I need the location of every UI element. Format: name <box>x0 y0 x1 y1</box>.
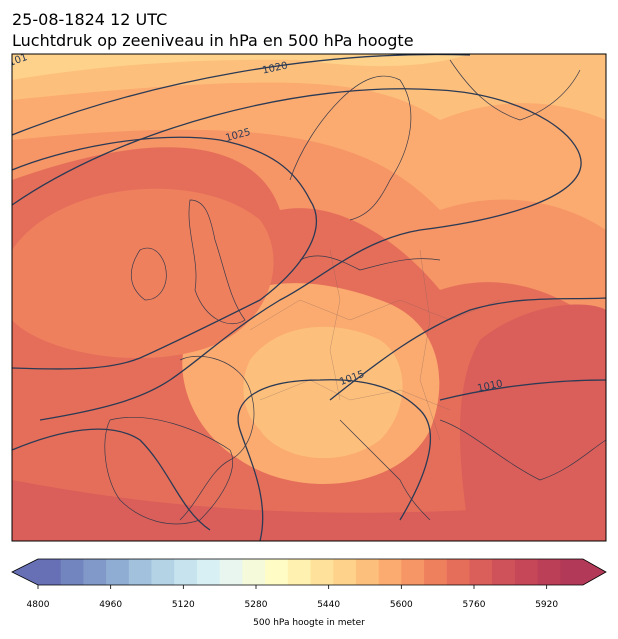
colorbar-tick-label: 4800 <box>27 600 50 610</box>
colorbar-extend <box>12 559 38 585</box>
colorbar-segment <box>151 559 175 585</box>
colorbar-segment <box>174 559 198 585</box>
contour-label: 1020 <box>262 60 289 76</box>
colorbar-tick-label: 5120 <box>172 600 195 610</box>
colorbar-segment <box>355 559 380 585</box>
colorbar-segment <box>106 559 130 585</box>
colorbar-tick-label: 4960 <box>99 600 122 610</box>
colorbar: 4800 4960 5120 5280 5440 5600 5760 5920 <box>11 558 607 610</box>
map-frame <box>11 53 607 542</box>
colorbar-segment <box>60 559 84 585</box>
colorbar-segment <box>469 559 493 585</box>
isobars <box>12 54 606 541</box>
contour-label: 1010 <box>477 378 504 394</box>
colorbar-segment <box>128 559 153 585</box>
colorbar-segment <box>560 559 584 585</box>
colorbar-segment <box>265 559 289 585</box>
colorbar-segment <box>424 559 448 585</box>
colorbar-tick-label: 5920 <box>535 600 558 610</box>
colorbar-segment <box>83 559 107 585</box>
colorbar-outline <box>11 558 607 586</box>
colorbar-segment <box>333 559 357 585</box>
colorbar-tick-label: 5760 <box>463 600 486 610</box>
colorbar-segment <box>401 559 425 585</box>
colorbar-tick-label: 5440 <box>317 600 340 610</box>
colorbar-segment <box>38 559 62 585</box>
colorbar-segment <box>310 559 334 585</box>
colorbar-segment <box>196 559 221 585</box>
colorbar-segment <box>446 559 470 585</box>
colorbar-tick-label: 5600 <box>390 600 413 610</box>
title-line: 25-08-1824 12 UTC <box>12 10 167 29</box>
coastlines <box>104 59 606 525</box>
colorbar-segment <box>492 559 516 585</box>
borders <box>249 249 501 441</box>
map: 101 1020 1025 1015 1010 <box>12 54 606 541</box>
colorbar-segment <box>219 559 243 585</box>
colorbar-segment <box>537 559 561 585</box>
colorbar-tick-label: 5280 <box>245 600 268 610</box>
colorbar-segment <box>514 559 539 585</box>
colorbar-segment <box>242 559 266 585</box>
colorbar-label: 500 hPa hoogte in meter <box>253 618 365 628</box>
title-line: Luchtdruk op zeeniveau in hPa en 500 hPa… <box>12 31 414 50</box>
colorbar-segment <box>378 559 402 585</box>
colorbar-extend <box>583 559 606 585</box>
colorbar-segment <box>287 559 311 585</box>
